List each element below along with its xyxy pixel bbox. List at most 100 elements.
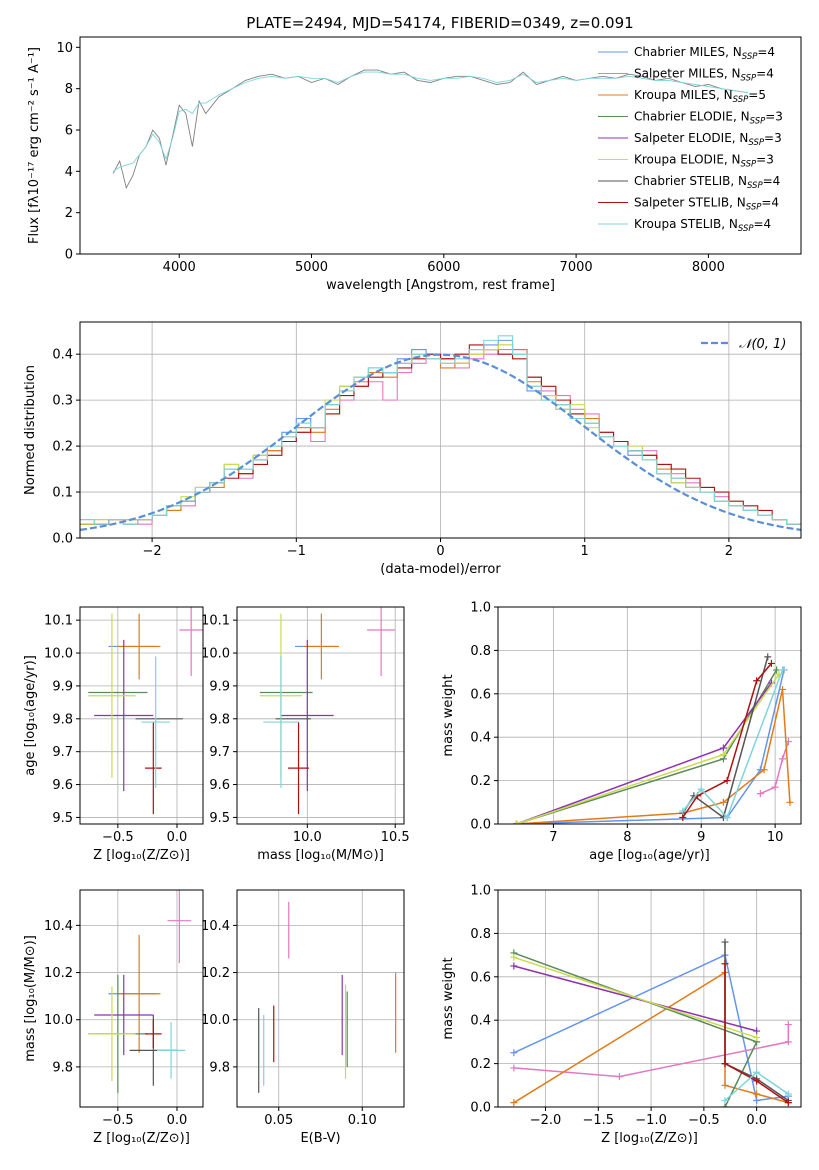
x-tick-label: 0.0 bbox=[746, 1113, 767, 1128]
data-point bbox=[756, 790, 764, 798]
x-tick-label: 0.0 bbox=[167, 830, 188, 845]
y-tick-label: 0.3 bbox=[52, 394, 73, 409]
data-point bbox=[753, 1034, 761, 1042]
error-cross-4 bbox=[94, 974, 154, 1056]
legend-suffix: =3 bbox=[756, 153, 774, 167]
axes-frame bbox=[497, 606, 802, 825]
plot-area bbox=[512, 653, 794, 824]
error-cross-1 bbox=[167, 890, 192, 964]
y-tick-label: 8 bbox=[65, 82, 73, 97]
x-tick-label: 1 bbox=[581, 544, 589, 559]
legend-suffix: =4 bbox=[757, 45, 775, 59]
legend-suffix: =4 bbox=[756, 67, 774, 81]
series-line-8 bbox=[682, 669, 784, 819]
error-cross-1 bbox=[179, 607, 203, 677]
legend-text: Salpeter ELODIE, N bbox=[634, 131, 748, 145]
data-point bbox=[784, 1090, 792, 1098]
axes-frame bbox=[236, 889, 405, 1108]
legend-text: Chabrier ELODIE, N bbox=[634, 110, 750, 124]
series-line-2 bbox=[516, 689, 791, 824]
data-point bbox=[786, 798, 794, 806]
data-point bbox=[721, 938, 729, 946]
axes-frame bbox=[236, 606, 405, 825]
x-axis-label: Z [log₁₀(Z/Z⊙)] bbox=[601, 1131, 698, 1146]
error-cross-7 bbox=[145, 722, 162, 815]
x-tick-label: 10.5 bbox=[381, 830, 410, 845]
data-point bbox=[719, 798, 727, 806]
plot-area bbox=[88, 607, 203, 815]
x-tick-label: 2 bbox=[725, 544, 733, 559]
legend-label-2: Kroupa MILES, NSSP=5 bbox=[634, 88, 766, 105]
error-cross-2 bbox=[303, 613, 339, 680]
data-point bbox=[753, 1027, 761, 1035]
x-tick-label: −2 bbox=[143, 544, 162, 559]
legend-suffix: =3 bbox=[765, 110, 783, 124]
x-tick-label: −1.0 bbox=[635, 1113, 667, 1128]
data-point bbox=[723, 777, 731, 785]
data-point bbox=[512, 820, 520, 824]
legend-suffix: =4 bbox=[761, 196, 779, 210]
error-cross-2 bbox=[117, 613, 161, 680]
legend-label-0: Chabrier MILES, NSSP=4 bbox=[634, 45, 775, 62]
axes-frame bbox=[79, 889, 204, 1108]
plot-area bbox=[510, 938, 792, 1107]
error-cross-7 bbox=[287, 722, 310, 815]
x-tick-label: −0.5 bbox=[102, 1113, 134, 1128]
x-tick-label: 7 bbox=[549, 830, 557, 845]
y-tick-label: 0.4 bbox=[52, 348, 73, 363]
y-tick-label: 10.0 bbox=[44, 647, 73, 662]
axes-frame bbox=[79, 321, 802, 539]
data-point bbox=[753, 1096, 761, 1104]
legend-subscript: SSP bbox=[747, 181, 763, 191]
data-point bbox=[510, 1049, 518, 1057]
data-point bbox=[510, 962, 518, 970]
x-tick-label: 0 bbox=[436, 544, 444, 559]
y-tick-label: 9.7 bbox=[209, 745, 230, 760]
x-tick-label: 0.0 bbox=[167, 1113, 188, 1128]
y-tick-label: 9.8 bbox=[52, 1060, 73, 1075]
legend-text: Chabrier MILES, N bbox=[634, 45, 742, 59]
series-line-4 bbox=[513, 965, 757, 1032]
x-tick-label: 9 bbox=[697, 830, 705, 845]
y-tick-label: 0.8 bbox=[470, 927, 491, 942]
error-cross-4 bbox=[280, 639, 334, 792]
series-line-5 bbox=[516, 673, 780, 824]
error-cross-5 bbox=[88, 986, 136, 1082]
error-cross-1 bbox=[367, 607, 396, 677]
legend-label-4: Salpeter ELODIE, NSSP=3 bbox=[634, 131, 782, 148]
legend-subscript: SSP bbox=[738, 224, 754, 234]
axes-frame bbox=[497, 889, 802, 1108]
error-cross-8 bbox=[156, 1022, 186, 1079]
y-tick-label: 10 bbox=[56, 41, 73, 56]
data-point bbox=[721, 1103, 729, 1107]
data-point bbox=[779, 685, 787, 693]
series-line-0 bbox=[516, 669, 785, 824]
y-tick-label: 0.8 bbox=[470, 644, 491, 659]
series-line-0 bbox=[112, 69, 749, 190]
legend-subscript: SSP bbox=[733, 95, 749, 105]
y-tick-label: 0.4 bbox=[470, 1014, 491, 1029]
legend-text: Salpeter STELIB, N bbox=[634, 196, 746, 210]
legend-label-7: Salpeter STELIB, NSSP=4 bbox=[634, 196, 779, 213]
panel-4: 7 8 9 10 0.0 0.2 0.4 0.6 0.8 1.0 age [log₁₀(age/yr… bbox=[441, 601, 802, 863]
y-tick-label: 9.6 bbox=[209, 778, 230, 793]
x-axis-label: Z [log₁₀(Z/Z⊙)] bbox=[93, 1131, 190, 1146]
x-tick-label: 5000 bbox=[295, 260, 328, 275]
y-tick-label: 10.1 bbox=[44, 614, 73, 629]
y-tick-label: 10.0 bbox=[201, 647, 230, 662]
y-tick-label: 0.2 bbox=[52, 440, 73, 455]
panel-0: 4000 5000 6000 7000 8000 0 2 4 6 8 10 wavelength [A… bbox=[27, 36, 802, 293]
x-tick-label: 0.05 bbox=[264, 1113, 293, 1128]
data-point bbox=[784, 1021, 792, 1029]
legend-subscript: SSP bbox=[741, 74, 757, 84]
y-tick-label: 9.6 bbox=[52, 778, 73, 793]
series-line-1 bbox=[513, 1024, 790, 1078]
legend-label-3: Chabrier ELODIE, NSSP=3 bbox=[634, 110, 783, 127]
data-point bbox=[753, 677, 761, 685]
data-point bbox=[784, 1099, 792, 1107]
x-tick-label: 0.10 bbox=[348, 1113, 377, 1128]
legend-text: Kroupa MILES, N bbox=[634, 88, 733, 102]
y-axis-label: Flux [fλ10⁻¹⁷ erg cm⁻² s⁻¹ A⁻¹] bbox=[27, 47, 42, 244]
x-tick-label: −1.5 bbox=[583, 1113, 615, 1128]
y-tick-label: 10.0 bbox=[44, 1013, 73, 1028]
